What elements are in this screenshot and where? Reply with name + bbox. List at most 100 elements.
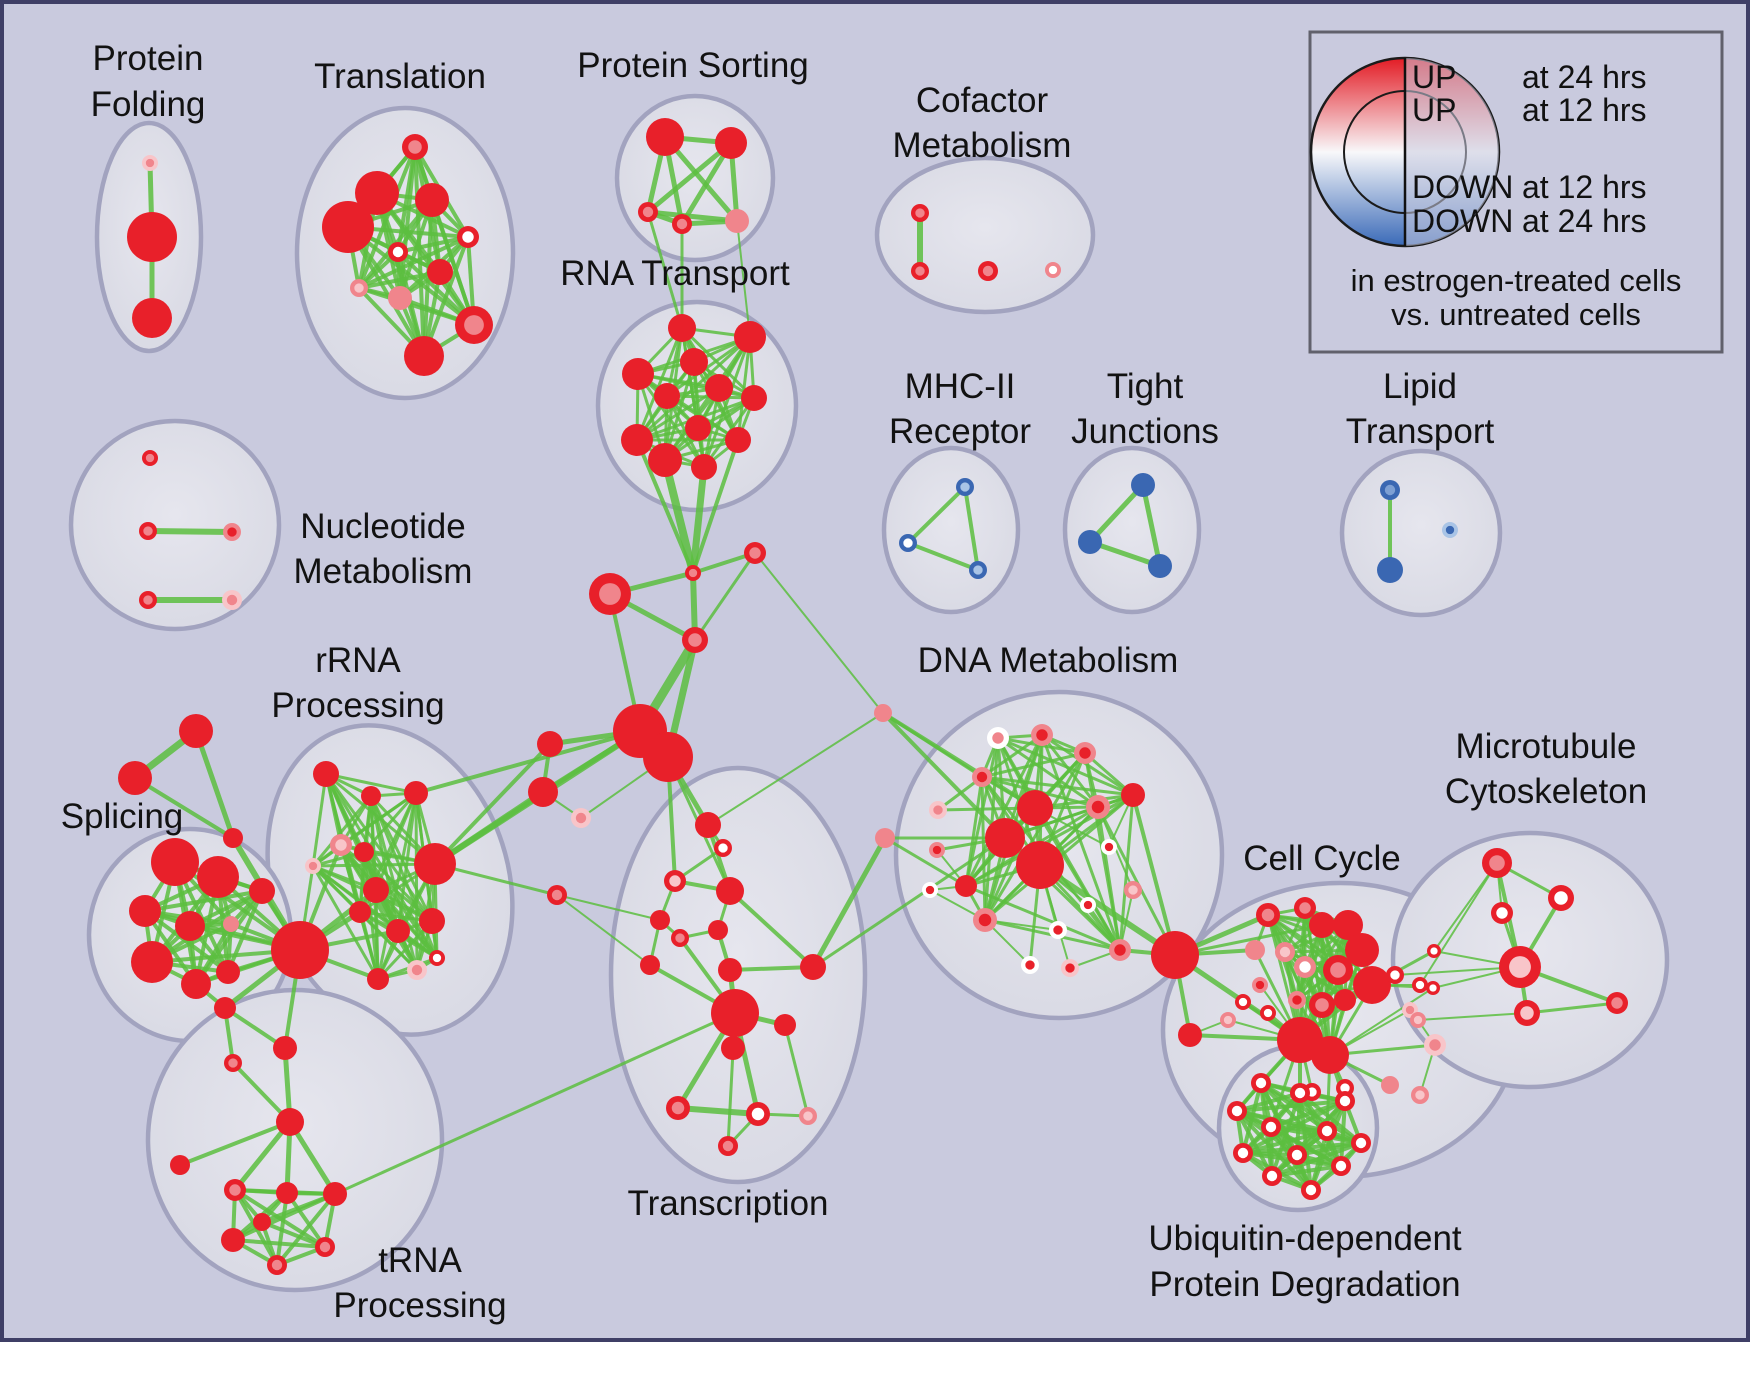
node-tj1 [1078, 530, 1102, 554]
node-dm11 [1016, 841, 1064, 889]
network-edge [963, 485, 980, 572]
node-ub9 [1331, 1156, 1351, 1176]
node-ub6 [1351, 1133, 1371, 1153]
node-lt2 [1442, 522, 1458, 538]
node-ps2 [638, 202, 658, 222]
network-edge [736, 335, 752, 442]
network-edge [635, 438, 695, 575]
node-ub2 [1335, 1091, 1355, 1111]
cluster-label-tight-junctions-line1: Tight [1107, 367, 1184, 406]
network-edge [665, 335, 752, 398]
node-tr10 [404, 336, 444, 376]
cluster-label-dna-metabolism-line1: DNA Metabolism [918, 641, 1179, 680]
node-cc9 [1353, 966, 1391, 1004]
cluster-label-microtubule-cytoskeleton-line2: Cytoskeleton [1445, 772, 1647, 811]
network-edge [811, 836, 1007, 969]
node-tr7 [350, 279, 368, 297]
network-edge [414, 729, 642, 795]
node-rt6 [741, 385, 767, 411]
node-tr8 [388, 286, 412, 310]
node-ub8 [1287, 1145, 1307, 1165]
network-edge [980, 751, 1087, 779]
network-edge [1173, 923, 1324, 957]
network-edge [232, 1119, 293, 1193]
node-tx2 [664, 870, 686, 892]
node-cc27 [1178, 1023, 1202, 1047]
node-rt10 [648, 443, 682, 477]
node-qq13 [367, 968, 389, 990]
node-in1 [528, 777, 558, 807]
network-edge [906, 485, 967, 545]
cluster-label-mhc-ii-receptor-line1: MHC-II [905, 367, 1016, 406]
node-tx9 [718, 958, 742, 982]
node-tx8 [640, 955, 660, 975]
cluster-label-rrna-processing-line2: Processing [271, 686, 444, 725]
cluster-label-cofactor-metabolism-line2: Metabolism [893, 126, 1072, 165]
node-tx10 [774, 1014, 796, 1036]
network-edge [433, 742, 552, 866]
network-edge [362, 791, 418, 854]
network-edge [661, 456, 697, 577]
node-mc0 [1482, 848, 1512, 878]
node-cc11 [1252, 977, 1268, 993]
node-sp4 [223, 916, 239, 932]
network-edge [964, 884, 1122, 952]
node-nm0 [142, 450, 158, 466]
node-bg3 [682, 627, 708, 653]
network-edge [556, 894, 651, 966]
node-dm5 [1086, 795, 1110, 819]
network-edge [231, 1238, 327, 1249]
cluster-label-rna-transport-line1: RNA Transport [560, 254, 790, 293]
node-qq8 [414, 843, 456, 885]
network-edge [1329, 987, 1434, 1056]
node-in2 [571, 808, 591, 828]
network-edge [1131, 793, 1177, 957]
network-edge [906, 541, 980, 572]
node-lt0 [1380, 480, 1400, 500]
node-ub3 [1227, 1101, 1247, 1121]
node-mh1 [899, 534, 917, 552]
network-edge [193, 728, 236, 841]
legend-up-12-time: at 12 hrs [1522, 92, 1647, 128]
legend-down-12-time: at 12 hrs [1522, 169, 1647, 205]
node-tr6 [427, 259, 453, 285]
node-mc2 [1491, 902, 1513, 924]
node-nm3 [139, 591, 157, 609]
node-rt9 [725, 427, 751, 453]
node-dm7 [875, 828, 895, 848]
legend-box [1308, 30, 1724, 354]
node-sp2 [129, 895, 161, 927]
network-edge [881, 711, 984, 779]
network-edge [1270, 1164, 1343, 1178]
node-tr0 [402, 134, 428, 160]
legend-note-line2: vs. untreated cells [1391, 297, 1641, 332]
node-tn11 [253, 1213, 271, 1231]
network-edge [133, 776, 235, 840]
node-dm16 [973, 908, 997, 932]
node-in0 [537, 731, 563, 757]
node-tn4 [170, 1155, 190, 1175]
node-rt5 [705, 374, 733, 402]
network-edge [357, 270, 442, 290]
legend-down-24-label: DOWN [1412, 203, 1513, 239]
cluster-label-lipid-transport-line2: Transport [1346, 412, 1495, 451]
network-edge [689, 463, 708, 577]
node-mh2 [969, 561, 987, 579]
node-cc3 [1333, 910, 1363, 940]
network-edge [680, 326, 756, 400]
label-layer: Protein Folding Translation Protein Sorting… [61, 39, 1647, 1325]
node-qq3 [330, 834, 352, 856]
node-rt0 [668, 314, 696, 342]
legend-up-12-label: UP [1412, 92, 1456, 128]
network-edge [1241, 1129, 1329, 1155]
network-edge [881, 711, 1007, 840]
node-qq10 [419, 908, 445, 934]
network-edge [707, 712, 884, 826]
node-sp9 [271, 921, 329, 979]
node-dm13 [1124, 881, 1142, 899]
node-cc12 [1260, 1005, 1276, 1021]
legend-note-line1: in estrogen-treated cells [1351, 263, 1682, 298]
node-mc7 [1426, 981, 1440, 995]
network-edge [980, 775, 987, 922]
